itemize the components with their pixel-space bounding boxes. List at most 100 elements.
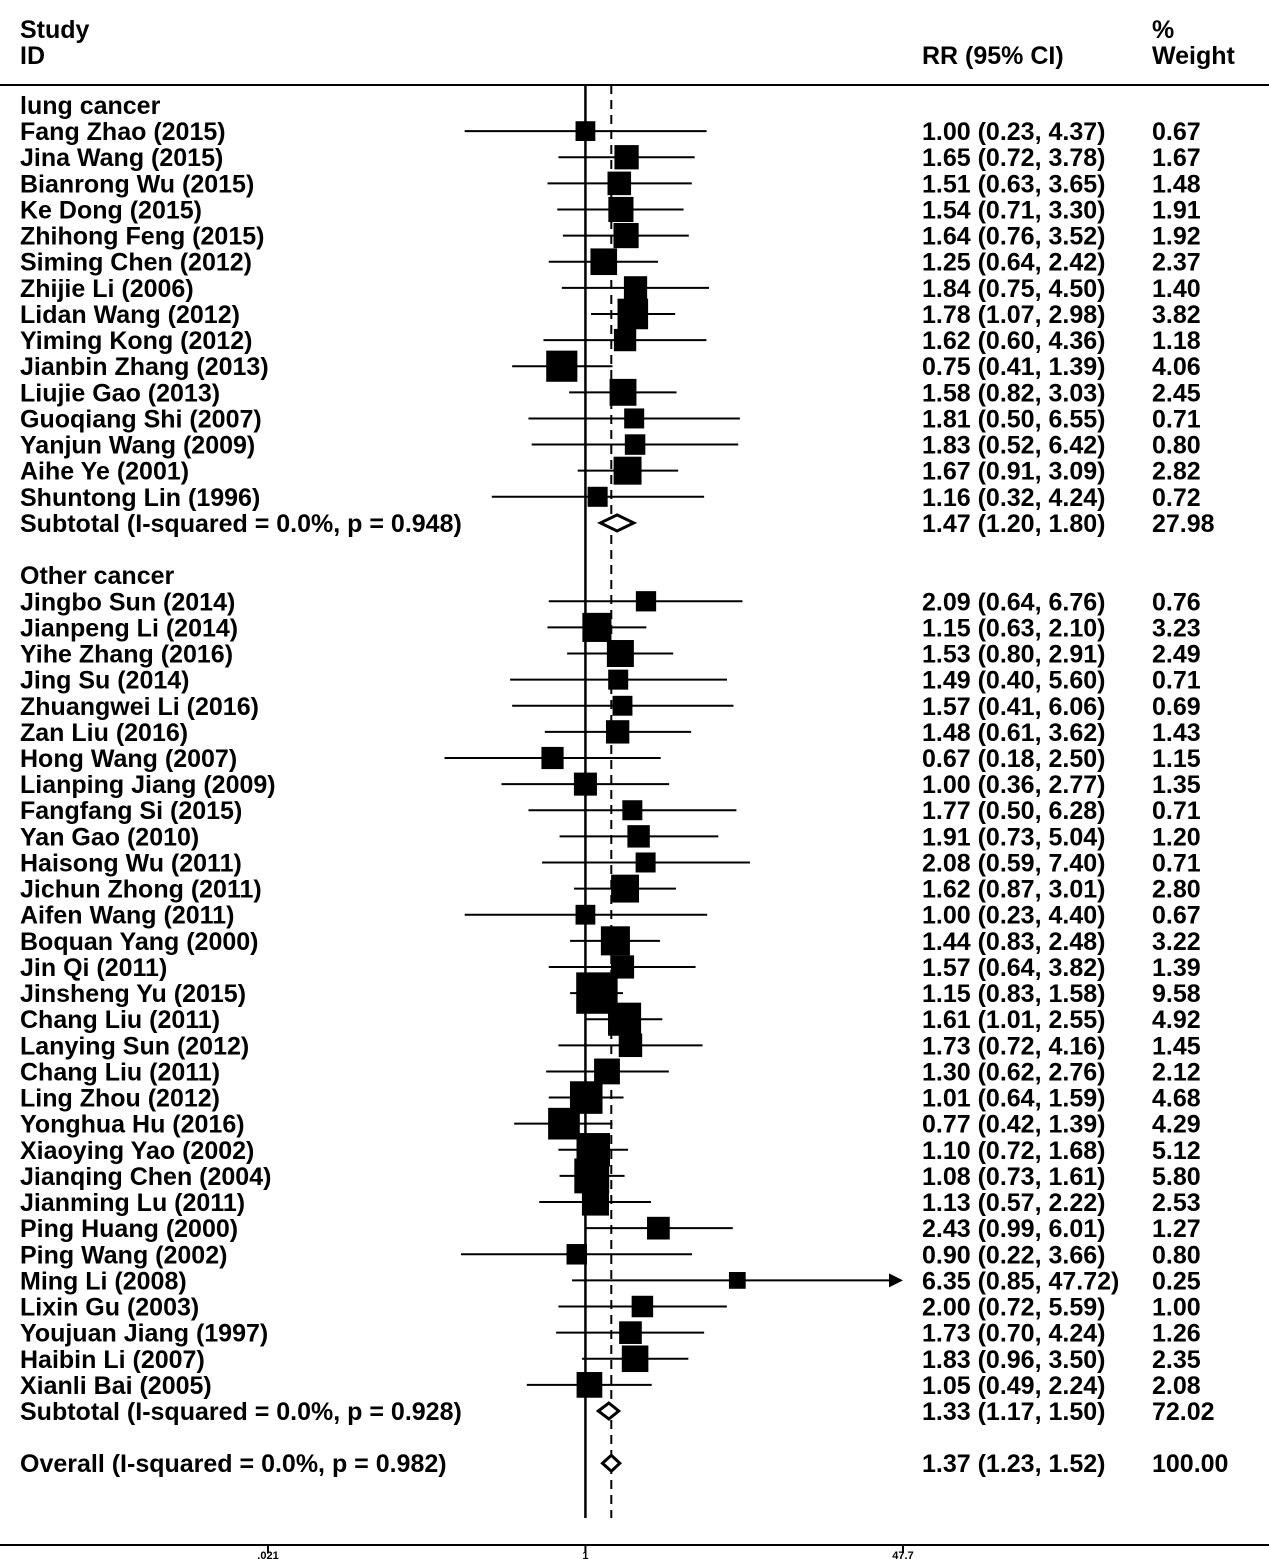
study-estimate-text: 1.25 (0.64, 2.42) xyxy=(922,249,1105,277)
study-weight-text: 4.06 xyxy=(1152,353,1201,381)
study-row: Ping Huang (2000) 2.43 (0.99, 6.01) 1.27 xyxy=(20,1215,1201,1243)
x-tick-label: 1 xyxy=(582,1550,588,1559)
weight-square xyxy=(575,121,596,142)
study-row: Aifen Wang (2011) 1.00 (0.23, 4.40) 0.67 xyxy=(20,902,1201,930)
study-weight-text: 4.68 xyxy=(1152,1085,1201,1113)
study-weight-text: 0.76 xyxy=(1152,588,1201,616)
study-label: Jianbin Zhang (2013) xyxy=(20,353,269,381)
weight-square xyxy=(635,852,656,873)
subtotal-diamond xyxy=(595,1401,622,1421)
subtotal-label: Subtotal (I-squared = 0.0%, p = 0.948) xyxy=(20,510,462,538)
study-weight-text: 2.08 xyxy=(1152,1372,1201,1400)
x-axis: .021 1 47.7 xyxy=(0,1544,1269,1559)
study-row: Fangfang Si (2015) 1.77 (0.50, 6.28) 0.71 xyxy=(20,797,1201,825)
study-label: Guoqiang Shi (2007) xyxy=(20,405,262,433)
study-row: Jingbo Sun (2014) 2.09 (0.64, 6.76) 0.76 xyxy=(20,588,1201,616)
study-label: Aihe Ye (2001) xyxy=(20,458,189,486)
x-tick-label: .021 xyxy=(257,1550,278,1559)
study-label: Haibin Li (2007) xyxy=(20,1346,205,1374)
study-row: Zan Liu (2016) 1.48 (0.61, 3.62) 1.43 xyxy=(20,719,1201,747)
study-estimate-text: 1.91 (0.73, 5.04) xyxy=(922,823,1105,851)
study-row: Liujie Gao (2013) 1.58 (0.82, 3.03) 2.45 xyxy=(20,378,1201,407)
weight-square xyxy=(605,720,630,744)
study-weight-text: 0.71 xyxy=(1152,849,1201,877)
study-weight-text: 1.20 xyxy=(1152,823,1201,851)
study-estimate-text: 0.75 (0.41, 1.39) xyxy=(922,353,1105,381)
weight-square xyxy=(613,328,637,352)
study-weight-text: 2.82 xyxy=(1152,458,1201,486)
weight-square xyxy=(607,171,632,196)
subtotal-row: Subtotal (I-squared = 0.0%, p = 0.948) 1.… xyxy=(20,510,1215,538)
study-weight-text: 2.45 xyxy=(1152,379,1201,407)
study-row: Hong Wang (2007) 0.67 (0.18, 2.50) 1.15 xyxy=(20,745,1201,773)
study-label: Ke Dong (2015) xyxy=(20,196,202,224)
study-estimate-text: 1.78 (1.07, 2.98) xyxy=(922,301,1105,329)
study-estimate-text: 1.83 (0.96, 3.50) xyxy=(922,1346,1105,1374)
study-label: Xiaoying Yao (2002) xyxy=(20,1137,254,1165)
study-estimate-text: 0.90 (0.22, 3.66) xyxy=(922,1241,1105,1269)
study-row: Chang Liu (2011) 1.30 (0.62, 2.76) 2.12 xyxy=(20,1058,1201,1086)
study-weight-text: 1.26 xyxy=(1152,1320,1201,1348)
subtotal-estimate-text: 1.33 (1.17, 1.50) xyxy=(922,1398,1105,1426)
study-label: Lianping Jiang (2009) xyxy=(20,771,276,799)
study-label: Siming Chen (2012) xyxy=(20,249,252,277)
header-percent: % xyxy=(1152,16,1174,44)
study-row: Jianpeng Li (2014) 1.15 (0.63, 2.10) 3.23 xyxy=(20,612,1201,642)
study-estimate-text: 1.15 (0.63, 2.10) xyxy=(922,614,1105,642)
study-weight-text: 9.58 xyxy=(1152,980,1201,1008)
weight-square xyxy=(608,1002,642,1036)
weight-square xyxy=(609,378,637,406)
header-id: ID xyxy=(20,42,45,70)
study-label: Chang Liu (2011) xyxy=(20,1058,220,1086)
study-weight-text: 2.12 xyxy=(1152,1058,1201,1086)
study-label: Fangfang Si (2015) xyxy=(20,797,242,825)
study-label: Xianli Bai (2005) xyxy=(20,1372,212,1400)
study-row: Jianqing Chen (2004) 1.08 (0.73, 1.61) 5.8… xyxy=(20,1158,1201,1194)
subtotal-label: Subtotal (I-squared = 0.0%, p = 0.928) xyxy=(20,1398,462,1426)
study-label: Yihe Zhang (2016) xyxy=(20,641,233,669)
weight-square xyxy=(635,591,657,612)
study-row: Lanying Sun (2012) 1.73 (0.72, 4.16) 1.45 xyxy=(20,1032,1201,1060)
study-estimate-text: 0.77 (0.42, 1.39) xyxy=(922,1111,1105,1139)
overall-diamond xyxy=(600,1453,623,1474)
subtotal-weight-text: 27.98 xyxy=(1152,510,1215,538)
study-row: Lianping Jiang (2009) 1.00 (0.36, 2.77) 1.… xyxy=(20,771,1201,799)
study-label: Lanying Sun (2012) xyxy=(20,1032,249,1060)
study-label: Aifen Wang (2011) xyxy=(20,902,234,930)
study-label: Boquan Yang (2000) xyxy=(20,928,259,956)
study-estimate-text: 1.08 (0.73, 1.61) xyxy=(922,1163,1105,1191)
study-row: Haibin Li (2007) 1.83 (0.96, 3.50) 2.35 xyxy=(20,1345,1201,1374)
study-row: Zhuangwei Li (2016) 1.57 (0.41, 6.06) 0.69 xyxy=(20,693,1201,721)
study-weight-text: 2.49 xyxy=(1152,641,1201,669)
weight-square xyxy=(541,746,564,770)
study-estimate-text: 1.51 (0.63, 3.65) xyxy=(922,170,1105,198)
study-estimate-text: 1.81 (0.50, 6.55) xyxy=(922,405,1105,433)
study-weight-text: 5.80 xyxy=(1152,1163,1201,1191)
study-weight-text: 1.27 xyxy=(1152,1215,1201,1243)
study-row: Zhijie Li (2006) 1.84 (0.75, 4.50) 1.40 xyxy=(20,275,1201,303)
study-estimate-text: 2.43 (0.99, 6.01) xyxy=(922,1215,1105,1243)
overall-label: Overall (I-squared = 0.0%, p = 0.982) xyxy=(20,1450,447,1478)
study-row: Jin Qi (2011) 1.57 (0.64, 3.82) 1.39 xyxy=(20,954,1201,982)
weight-square xyxy=(574,1158,610,1194)
study-row: Yiming Kong (2012) 1.62 (0.60, 4.36) 1.18 xyxy=(20,327,1201,355)
weight-square xyxy=(612,695,633,716)
study-estimate-text: 1.44 (0.83, 2.48) xyxy=(922,928,1105,956)
study-row: Yonghua Hu (2016) 0.77 (0.42, 1.39) 4.29 xyxy=(20,1107,1201,1140)
study-row: Lixin Gu (2003) 2.00 (0.72, 5.59) 1.00 xyxy=(20,1294,1201,1322)
study-label: Jinsheng Yu (2015) xyxy=(20,980,246,1008)
study-weight-text: 0.67 xyxy=(1152,118,1201,146)
study-row: Boquan Yang (2000) 1.44 (0.83, 2.48) 3.22 xyxy=(20,926,1201,956)
study-weight-text: 2.53 xyxy=(1152,1189,1201,1217)
study-weight-text: 0.71 xyxy=(1152,405,1201,433)
study-estimate-text: 1.77 (0.50, 6.28) xyxy=(922,797,1105,825)
study-weight-text: 4.29 xyxy=(1152,1111,1201,1139)
study-estimate-text: 1.13 (0.57, 2.22) xyxy=(922,1189,1105,1217)
study-estimate-text: 1.01 (0.64, 1.59) xyxy=(922,1085,1105,1113)
study-label: Hong Wang (2007) xyxy=(20,745,237,773)
header-estimate: RR (95% CI) xyxy=(922,42,1064,70)
study-weight-text: 1.18 xyxy=(1152,327,1201,355)
study-label: Yanjun Wang (2009) xyxy=(20,432,255,460)
study-label: Zhijie Li (2006) xyxy=(20,275,194,303)
weight-square xyxy=(600,926,630,956)
